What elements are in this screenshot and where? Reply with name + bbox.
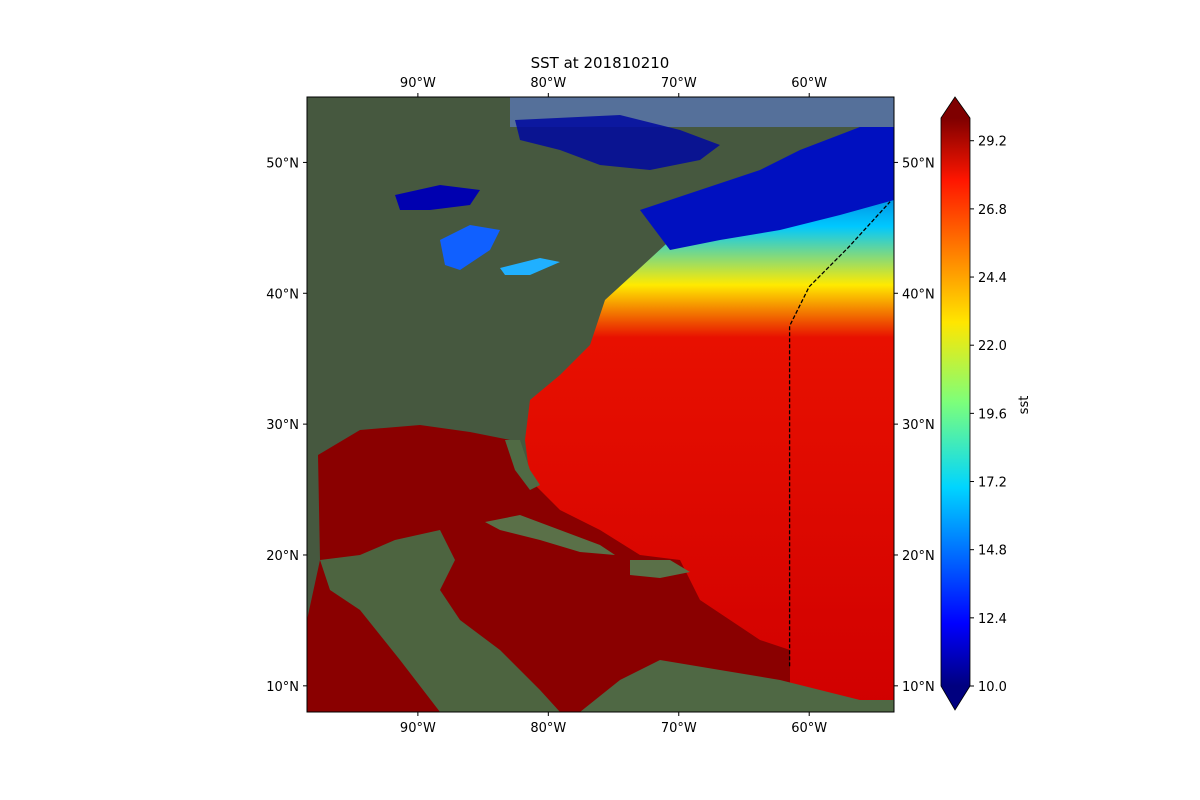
map-panel	[307, 97, 894, 712]
james-bay-water	[515, 115, 720, 170]
colorbar-label: sst	[1017, 396, 1032, 415]
storm-track	[788, 201, 891, 667]
longitude-ticks-top: 90°W 80°W 70°W 60°W	[400, 76, 827, 97]
lon-tick-label-bottom: 70°W	[661, 721, 697, 736]
lat-tick-label-left: 30°N	[266, 418, 299, 433]
colorbar-tick-label: 24.4	[978, 271, 1007, 286]
lon-tick-label-top: 90°W	[400, 76, 436, 91]
lat-tick-label-right: 30°N	[902, 418, 935, 433]
lon-tick-label-top: 70°W	[661, 76, 697, 91]
lat-tick-label-right: 50°N	[902, 156, 935, 171]
colorbar-tick-label: 10.0	[978, 680, 1007, 695]
florida-land	[505, 440, 540, 490]
lake-michigan-huron	[440, 225, 500, 270]
lat-tick-label-right: 10°N	[902, 680, 935, 695]
longitude-ticks-bottom: 90°W 80°W 70°W 60°W	[400, 712, 827, 736]
lat-tick-label-left: 50°N	[266, 156, 299, 171]
lat-tick-label-left: 40°N	[266, 287, 299, 302]
lon-tick-label-bottom: 80°W	[530, 721, 566, 736]
colorbar-gradient	[941, 118, 970, 686]
central-america-land	[320, 530, 560, 712]
latitude-ticks-right: 10°N 20°N 30°N 40°N 50°N	[894, 156, 935, 695]
lon-tick-label-top: 80°W	[530, 76, 566, 91]
colorbar-tick-label: 26.8	[978, 203, 1007, 218]
cuba-land	[485, 515, 615, 555]
hispaniola-land	[630, 560, 690, 578]
colorbar-extend-max	[941, 97, 970, 118]
st-lawrence-water	[640, 127, 894, 250]
lake-superior	[395, 185, 480, 210]
lon-tick-label-bottom: 60°W	[791, 721, 827, 736]
map-title: SST at 201810210	[531, 54, 670, 72]
south-america-land	[580, 660, 894, 712]
colorbar-tick-label: 22.0	[978, 339, 1007, 354]
map-frame	[306, 96, 895, 713]
lat-tick-label-right: 20°N	[902, 549, 935, 564]
colorbar-tick-label: 29.2	[978, 135, 1007, 150]
lat-tick-label-right: 40°N	[902, 287, 935, 302]
colorbar-tick-label: 17.2	[978, 476, 1007, 491]
colorbar-extend-min	[941, 686, 970, 710]
colorbar-tick-label: 14.8	[978, 544, 1007, 559]
colorbar-tick-label: 12.4	[978, 612, 1007, 627]
colorbar-ticks: 10.0 12.4 14.8 17.2 19.6 22.0 24.4 26.8 29.2	[970, 135, 1007, 695]
lon-tick-label-bottom: 90°W	[400, 721, 436, 736]
latitude-ticks-left: 10°N 20°N 30°N 40°N 50°N	[266, 156, 307, 695]
lat-tick-label-left: 20°N	[266, 549, 299, 564]
lat-tick-label-left: 10°N	[266, 680, 299, 695]
lake-erie	[500, 258, 560, 275]
colorbar: 10.0 12.4 14.8 17.2 19.6 22.0 24.4 26.8 29.2 sst	[940, 96, 1032, 711]
colorbar-tick-label: 19.6	[978, 407, 1007, 422]
lon-tick-label-top: 60°W	[791, 76, 827, 91]
